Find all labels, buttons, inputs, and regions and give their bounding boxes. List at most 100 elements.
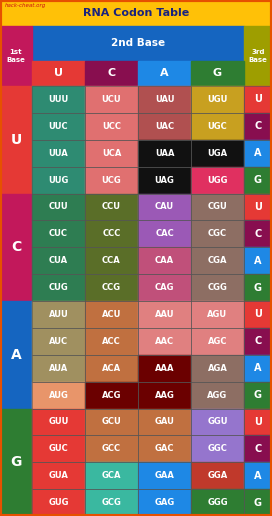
Text: CUC: CUC (49, 229, 68, 238)
Bar (85, 140, 138, 167)
Bar (32, 113, 85, 140)
Bar (138, 113, 191, 140)
Bar (244, 274, 272, 301)
Text: AUG: AUG (49, 391, 69, 399)
Text: G: G (213, 69, 222, 78)
Bar (191, 220, 244, 247)
Text: UGU: UGU (207, 95, 228, 104)
Bar (85, 167, 138, 194)
Bar (191, 436, 244, 462)
Bar (32, 328, 85, 355)
Text: A: A (254, 148, 262, 158)
Bar (191, 436, 244, 462)
Bar (244, 220, 272, 247)
Bar (244, 489, 272, 516)
Bar (138, 86, 191, 113)
Bar (191, 382, 244, 409)
Bar (85, 489, 138, 516)
Text: 3rd
Base: 3rd Base (249, 49, 267, 63)
Bar (191, 462, 244, 489)
Bar (85, 274, 138, 301)
Bar (244, 167, 272, 194)
Text: GGU: GGU (207, 417, 228, 426)
Bar (191, 382, 244, 409)
Bar (138, 328, 191, 355)
Bar (85, 61, 138, 86)
Bar (32, 194, 85, 220)
Bar (32, 355, 85, 382)
Text: A: A (254, 471, 262, 481)
Bar (138, 462, 191, 489)
Text: CCA: CCA (102, 256, 121, 265)
Text: G: G (10, 455, 22, 469)
Bar (138, 382, 191, 409)
Text: CAA: CAA (155, 256, 174, 265)
Bar (244, 382, 272, 409)
Bar (32, 140, 85, 167)
Text: C: C (254, 121, 262, 131)
Text: UGC: UGC (208, 122, 227, 131)
Bar (32, 274, 85, 301)
Text: U: U (10, 133, 22, 147)
Bar (244, 355, 272, 382)
Bar (0, 409, 32, 516)
Bar (32, 382, 85, 409)
Text: UCG: UCG (102, 175, 121, 185)
Bar (244, 355, 272, 382)
Bar (244, 194, 272, 220)
Bar (191, 489, 244, 516)
Bar (85, 140, 138, 167)
Text: UGA: UGA (208, 149, 228, 158)
Bar (85, 113, 138, 140)
Bar (32, 61, 85, 86)
Text: CCC: CCC (102, 229, 121, 238)
Bar (85, 409, 138, 436)
Bar (191, 113, 244, 140)
Text: AAG: AAG (154, 391, 174, 399)
Text: AGA: AGA (208, 364, 227, 373)
Text: CAU: CAU (155, 202, 174, 212)
Bar (191, 167, 244, 194)
Bar (244, 382, 272, 409)
Text: CGA: CGA (208, 256, 227, 265)
Text: G: G (254, 390, 262, 400)
Text: CAC: CAC (155, 229, 174, 238)
Text: G: G (254, 497, 262, 508)
Text: C: C (107, 69, 116, 78)
Bar (191, 409, 244, 436)
Bar (32, 113, 85, 140)
Text: ACA: ACA (102, 364, 121, 373)
Text: A: A (254, 363, 262, 373)
Bar (32, 489, 85, 516)
Bar (138, 301, 191, 328)
Bar (191, 247, 244, 274)
Text: GGG: GGG (207, 498, 228, 507)
Bar (85, 409, 138, 436)
Bar (138, 86, 191, 113)
Bar (85, 355, 138, 382)
Bar (85, 113, 138, 140)
Bar (191, 140, 244, 167)
Text: AAA: AAA (155, 364, 174, 373)
Bar (0, 86, 32, 194)
Bar (32, 301, 85, 328)
Bar (244, 140, 272, 167)
Bar (32, 167, 85, 194)
Bar (244, 436, 272, 462)
Bar (32, 86, 85, 113)
Bar (85, 247, 138, 274)
Bar (85, 489, 138, 516)
Bar (32, 247, 85, 274)
Text: GAG: GAG (154, 498, 175, 507)
Bar (244, 436, 272, 462)
Bar (191, 167, 244, 194)
Bar (191, 328, 244, 355)
Bar (138, 167, 191, 194)
Bar (244, 220, 272, 247)
Text: AUU: AUU (49, 310, 68, 319)
Bar (244, 167, 272, 194)
Text: UUU: UUU (48, 95, 69, 104)
Bar (32, 220, 85, 247)
Text: ACC: ACC (102, 337, 121, 346)
Bar (244, 86, 272, 113)
